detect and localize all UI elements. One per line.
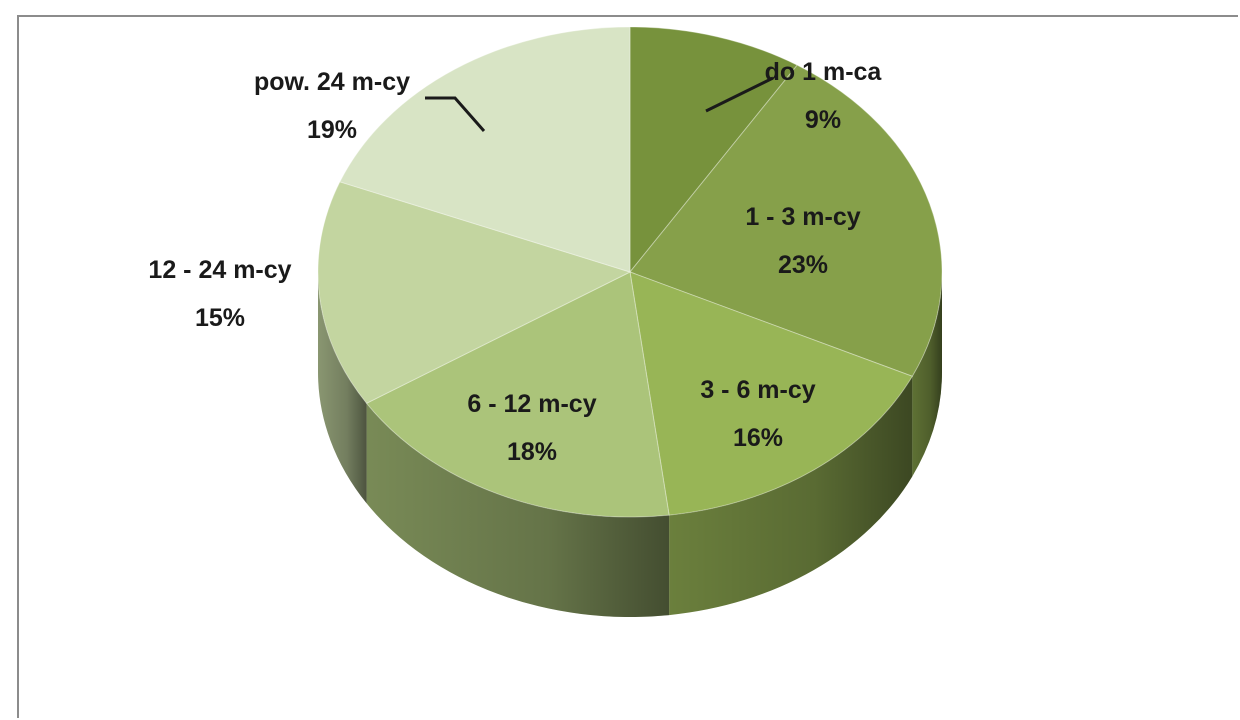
slice-value-label: 19%: [307, 116, 357, 144]
pie-side-shade-4: [318, 272, 367, 504]
pie-sides: [318, 272, 942, 618]
slice-category-label: 6 - 12 m-cy: [467, 390, 596, 418]
pie-slice-2: [629, 271, 914, 516]
slice-value-label: 18%: [507, 438, 557, 466]
slice-value-label: 23%: [778, 251, 828, 279]
pie-side-shade-1: [912, 272, 942, 477]
slice-category-label: 12 - 24 m-cy: [148, 256, 291, 284]
pie-slice-3: [365, 271, 670, 518]
pie-side-shade-3: [366, 403, 670, 618]
pie-tops: [317, 26, 943, 518]
leader-line-0: [705, 76, 774, 113]
leader-line-5: [425, 96, 486, 132]
pie-slice-1: [629, 64, 943, 377]
slice-value-label: 15%: [195, 304, 245, 332]
slice-category-label: pow. 24 m-cy: [254, 68, 410, 96]
slice-value-label: 16%: [733, 424, 783, 452]
slice-category-label: do 1 m-ca: [765, 58, 883, 86]
pie-slice-4: [317, 181, 632, 404]
slice-category-label: 3 - 6 m-cy: [700, 376, 815, 404]
pie-labels: do 1 m-ca 9% 1 - 3 m-cy 23% 3 - 6 m-cy 16% 6 -…: [148, 58, 882, 466]
slice-category-label: 1 - 3 m-cy: [745, 203, 860, 231]
pie-side-shade-2: [669, 376, 913, 616]
pie-slice-5: [339, 26, 631, 273]
slice-value-label: 9%: [805, 106, 841, 134]
